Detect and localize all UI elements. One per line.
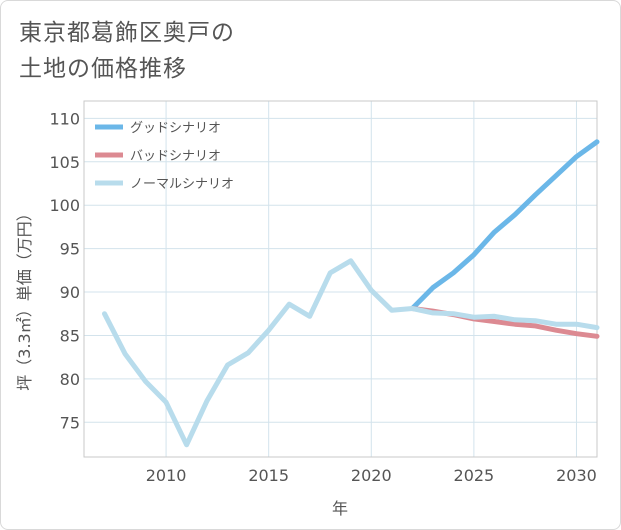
x-tick-label-2020: 2020 (351, 466, 392, 485)
legend-label-0: グッドシナリオ (130, 121, 221, 136)
legend-label-2: ノーマルシナリオ (130, 177, 234, 192)
series-line-0 (409, 139, 600, 311)
x-tick-label-2025: 2025 (454, 466, 495, 485)
x-axis-title: 年 (332, 499, 348, 518)
y-tick-label-95: 95 (60, 240, 80, 259)
y-tick-label-90: 90 (60, 283, 80, 302)
chart-title-line-2: 土地の価格推移 (19, 56, 187, 82)
y-tick-label-105: 105 (49, 153, 80, 172)
plot-area-frame (83, 100, 598, 458)
x-tick-label-2015: 2015 (248, 466, 289, 485)
chart-title: 東京都葛飾区奥戸の 土地の価格推移 (19, 15, 235, 87)
x-tick-label-2010: 2010 (146, 466, 187, 485)
y-tick-label-100: 100 (49, 196, 80, 215)
x-tick-label-2030: 2030 (556, 466, 597, 485)
y-tick-label-85: 85 (60, 326, 80, 345)
y-axis-title: 坪（3.3㎡）単価（万円） (15, 205, 34, 390)
y-tick-label-80: 80 (60, 370, 80, 389)
series-line-2 (102, 258, 600, 448)
y-tick-label-110: 110 (49, 109, 80, 128)
y-tick-label-75: 75 (60, 413, 80, 432)
series-lines (102, 139, 600, 448)
legend-label-1: バッドシナリオ (130, 149, 221, 164)
grid-lines (84, 101, 597, 457)
axis-ticks: 2010 2015 2020 2025 2030 75 80 85 90 95 100 105 110 (49, 109, 596, 485)
chart-title-line-1: 東京都葛飾区奥戸の (19, 20, 235, 46)
